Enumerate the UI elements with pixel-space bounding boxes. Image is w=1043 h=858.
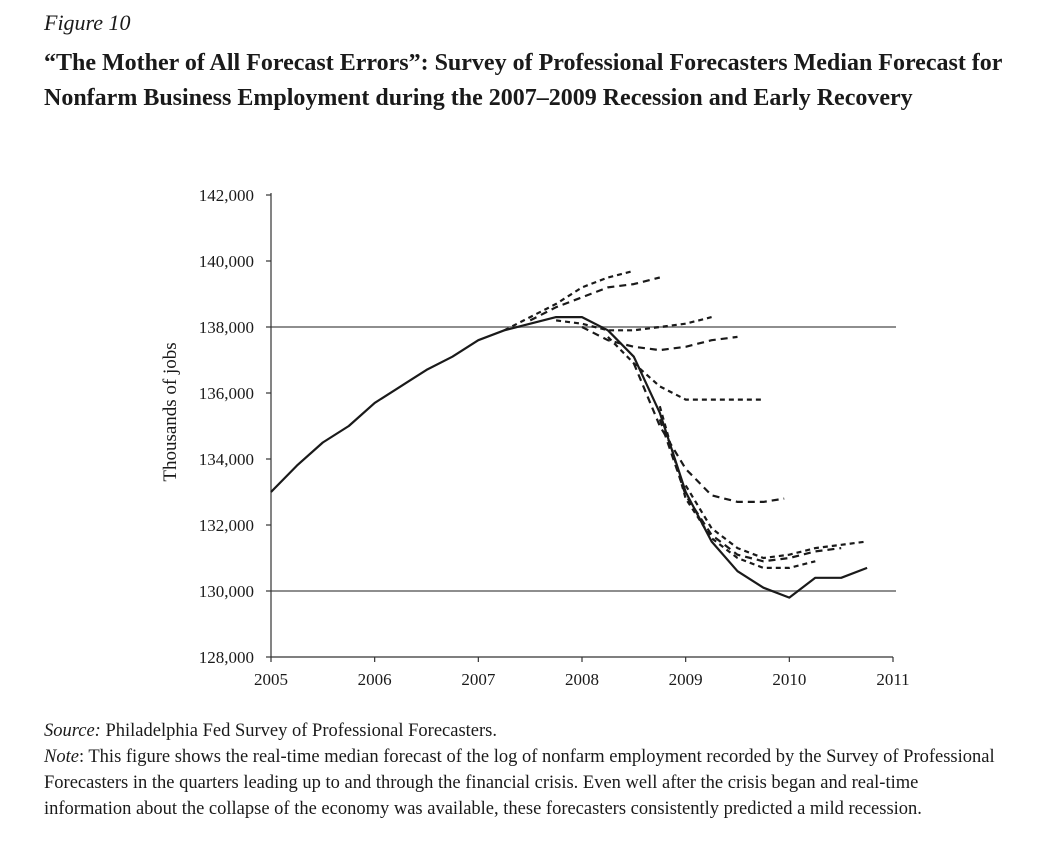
- y-tick-label: 134,000: [199, 450, 254, 469]
- x-tick-label: 2006: [358, 670, 392, 689]
- note-paragraph: Note: This figure shows the real-time me…: [44, 744, 1010, 822]
- y-tick-label: 140,000: [199, 252, 254, 271]
- y-tick-label: 132,000: [199, 516, 254, 535]
- figure-caption: Source: Philadelphia Fed Survey of Profe…: [44, 718, 1010, 822]
- note-text: : This figure shows the real-time median…: [44, 747, 995, 819]
- figure-title: “The Mother of All Forecast Errors”: Sur…: [44, 50, 1003, 111]
- forecast-line-4: [581, 326, 738, 352]
- y-tick-label: 138,000: [199, 318, 254, 337]
- y-tick-label: 128,000: [199, 648, 254, 667]
- y-tick-label: 142,000: [199, 186, 254, 205]
- y-tick-label: 136,000: [199, 384, 254, 403]
- x-tick-label: 2008: [565, 670, 599, 689]
- y-axis-label: Thousands of jobs: [160, 342, 181, 481]
- x-tick-label: 2009: [669, 670, 703, 689]
- forecast-line-2: [529, 276, 661, 322]
- forecast-line-3: [555, 316, 712, 332]
- note-label: Note: [44, 747, 79, 767]
- x-tick-label: 2010: [772, 670, 806, 689]
- y-tick-label: 130,000: [199, 582, 254, 601]
- forecast-line-1: [503, 269, 635, 332]
- source-text: Philadelphia Fed Survey of Professional …: [100, 721, 497, 741]
- forecast-line-6: [632, 362, 785, 503]
- x-tick-label: 2007: [461, 670, 496, 689]
- source-label: Source:: [44, 721, 101, 741]
- source-line: Source: Philadelphia Fed Survey of Profe…: [44, 718, 1010, 744]
- forecast-line-9: [684, 484, 868, 560]
- forecast-line-8: [658, 419, 842, 563]
- x-tick-label: 2005: [254, 670, 288, 689]
- figure-label: Figure 10: [44, 10, 131, 35]
- actual-employment-line: [270, 316, 868, 599]
- forecast-line-7: [658, 405, 816, 570]
- employment-forecast-chart: 128,000 130,000 132,000 134,000 136,000 138,0…: [160, 186, 910, 689]
- x-tick-label: 2011: [876, 670, 909, 689]
